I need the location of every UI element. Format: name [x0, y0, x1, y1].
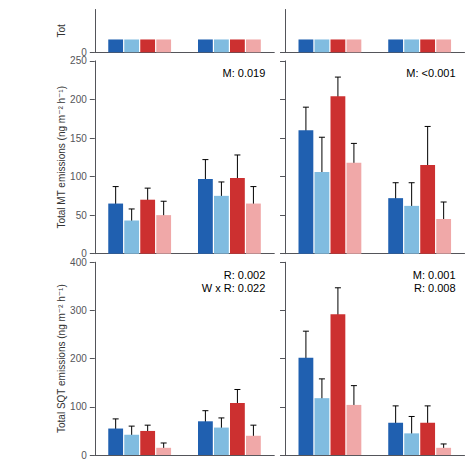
svg-text:200: 200	[70, 353, 87, 364]
svg-text:0: 0	[81, 46, 87, 58]
svg-text:R: 0.008: R: 0.008	[414, 282, 456, 294]
svg-text:M: <0.001: M: <0.001	[406, 67, 455, 79]
svg-text:100: 100	[70, 401, 87, 412]
svg-text:200: 200	[70, 94, 87, 105]
svg-text:M: 0.019: M: 0.019	[222, 67, 265, 79]
svg-text:W x R: 0.022: W x R: 0.022	[202, 282, 266, 294]
svg-text:150: 150	[70, 133, 87, 144]
svg-text:0: 0	[81, 248, 87, 260]
svg-text:100: 100	[70, 171, 87, 182]
svg-text:Tot: Tot	[56, 24, 67, 38]
svg-text:400: 400	[70, 257, 87, 268]
svg-text:R: 0.002: R: 0.002	[224, 269, 266, 281]
svg-text:0: 0	[81, 450, 87, 461]
svg-text:300: 300	[70, 305, 87, 316]
svg-text:Total SQT emissions (ng m⁻² h⁻: Total SQT emissions (ng m⁻² h⁻¹)	[56, 284, 67, 433]
svg-text:M: 0.001: M: 0.001	[413, 269, 456, 281]
svg-text:Total MT emissions (ng m⁻² h⁻¹: Total MT emissions (ng m⁻² h⁻¹)	[56, 86, 67, 229]
svg-text:50: 50	[76, 210, 88, 221]
svg-text:250: 250	[70, 55, 87, 66]
